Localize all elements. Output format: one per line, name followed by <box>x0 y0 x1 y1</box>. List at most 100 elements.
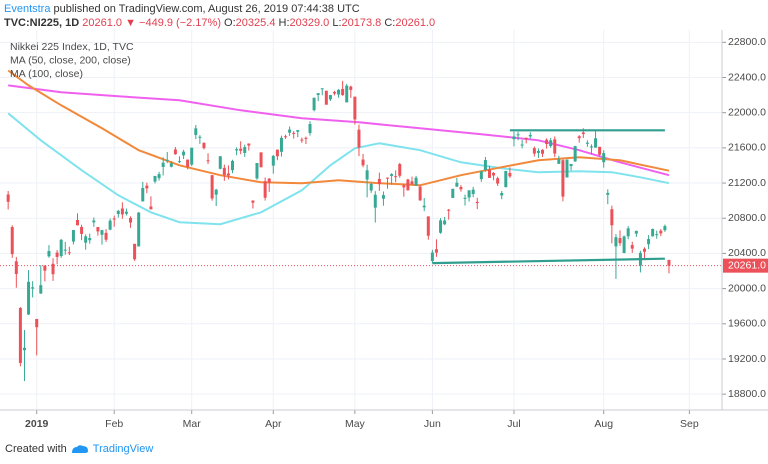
candle-body <box>153 175 157 182</box>
candle-body <box>353 96 357 120</box>
candle-body <box>512 136 516 140</box>
x-tick-label: Jul <box>507 418 520 430</box>
candle-body <box>55 252 59 257</box>
candle-body <box>173 149 177 155</box>
candle-body <box>418 186 422 201</box>
candle-body <box>218 156 222 169</box>
candle-body <box>557 159 561 164</box>
candle-body <box>316 93 320 96</box>
last-price: 20261.0 <box>82 17 123 29</box>
ohlc-open-label: O: <box>224 17 236 29</box>
candle-body <box>642 248 646 252</box>
candle-body <box>651 228 655 237</box>
candle-body <box>496 178 500 184</box>
candle-body <box>471 189 475 195</box>
candle-body <box>390 174 394 176</box>
candle-body <box>263 181 267 198</box>
candle-body <box>88 238 92 241</box>
candle-body <box>214 189 218 195</box>
trend-line <box>432 257 665 265</box>
candle-body <box>43 265 47 271</box>
candle-body <box>626 228 630 237</box>
candle-body <box>394 176 398 178</box>
published: published on TradingView.com, August 26,… <box>53 3 360 15</box>
ohlc-high-label: H: <box>278 17 290 29</box>
candle-body <box>27 281 31 315</box>
candle-body <box>116 210 120 214</box>
candle-body <box>84 236 88 243</box>
candle-body <box>337 89 341 95</box>
ohlc-close: 20261.0 <box>395 17 436 29</box>
ohlc-low-label: L: <box>332 17 342 29</box>
ohlc-low: 20173.8 <box>341 17 382 29</box>
candle-body <box>332 92 336 94</box>
candle-body <box>169 163 173 167</box>
candle-body <box>606 192 610 195</box>
legend-indicator: MA (100, close) <box>10 68 83 80</box>
candle-body <box>275 149 279 157</box>
candle-body <box>585 142 589 144</box>
ohlc-high: 20329.0 <box>289 17 330 29</box>
logo[interactable] <box>70 443 90 455</box>
candle-body <box>108 220 112 230</box>
candle-body <box>573 146 577 162</box>
legend-series: Nikkei 225 Index, 1D, TVC <box>10 41 134 53</box>
candle-body <box>361 159 365 166</box>
candle-body <box>504 170 508 188</box>
y-tick-label: 18800.0 <box>728 388 766 400</box>
candle-body <box>410 181 414 185</box>
candle-body <box>149 206 153 210</box>
candle-body <box>235 149 239 151</box>
candle-body <box>247 143 251 146</box>
candle-body <box>532 148 536 154</box>
candle-body <box>165 159 169 161</box>
candle-body <box>271 155 275 166</box>
candle-body <box>594 138 598 148</box>
author[interactable]: Eventstra <box>4 3 51 15</box>
candle-body <box>402 185 406 188</box>
candle-body <box>202 142 206 149</box>
candle-body <box>6 194 10 202</box>
candle-body <box>341 88 345 96</box>
candle-body <box>487 169 491 178</box>
candle-body <box>59 239 63 257</box>
y-tick-label: 22800.0 <box>728 36 766 48</box>
candle-body <box>239 148 243 151</box>
footer-brand[interactable]: TradingView <box>92 443 154 455</box>
y-tick-label: 22000.0 <box>728 106 766 118</box>
candle-body <box>614 237 618 247</box>
candle-body <box>655 234 659 236</box>
y-tick-label: 21200.0 <box>728 177 766 189</box>
candle-body <box>373 194 377 208</box>
candle-body <box>369 183 373 191</box>
candle-body <box>610 209 614 226</box>
candle-body <box>18 307 22 363</box>
candle-body <box>565 159 569 178</box>
candle-body <box>255 163 259 179</box>
candle-body <box>577 136 581 139</box>
candle-body <box>96 227 100 232</box>
ohlc-close-label: C: <box>384 17 396 29</box>
candle-body <box>561 160 565 197</box>
candle-body <box>545 139 549 144</box>
x-tick-label: 2019 <box>25 418 49 430</box>
candle-body <box>296 130 300 132</box>
candle-body <box>259 152 263 168</box>
candle-body <box>406 179 410 191</box>
y-tick-label: 20000.0 <box>728 282 766 294</box>
candle-body <box>292 132 296 134</box>
candle-body <box>541 149 545 154</box>
candle-body <box>589 146 593 148</box>
candle-body <box>659 230 663 234</box>
candle-body <box>194 128 198 136</box>
candle-body <box>549 140 553 147</box>
x-tick-label: Aug <box>594 418 613 430</box>
candle-body <box>345 85 349 103</box>
candle-body <box>324 90 328 105</box>
candle-body <box>288 129 292 133</box>
candle-body <box>536 150 540 153</box>
candle-body <box>133 243 137 260</box>
moving-average <box>7 112 670 226</box>
x-tick-label: Jun <box>424 418 441 430</box>
candle-body <box>226 173 230 176</box>
